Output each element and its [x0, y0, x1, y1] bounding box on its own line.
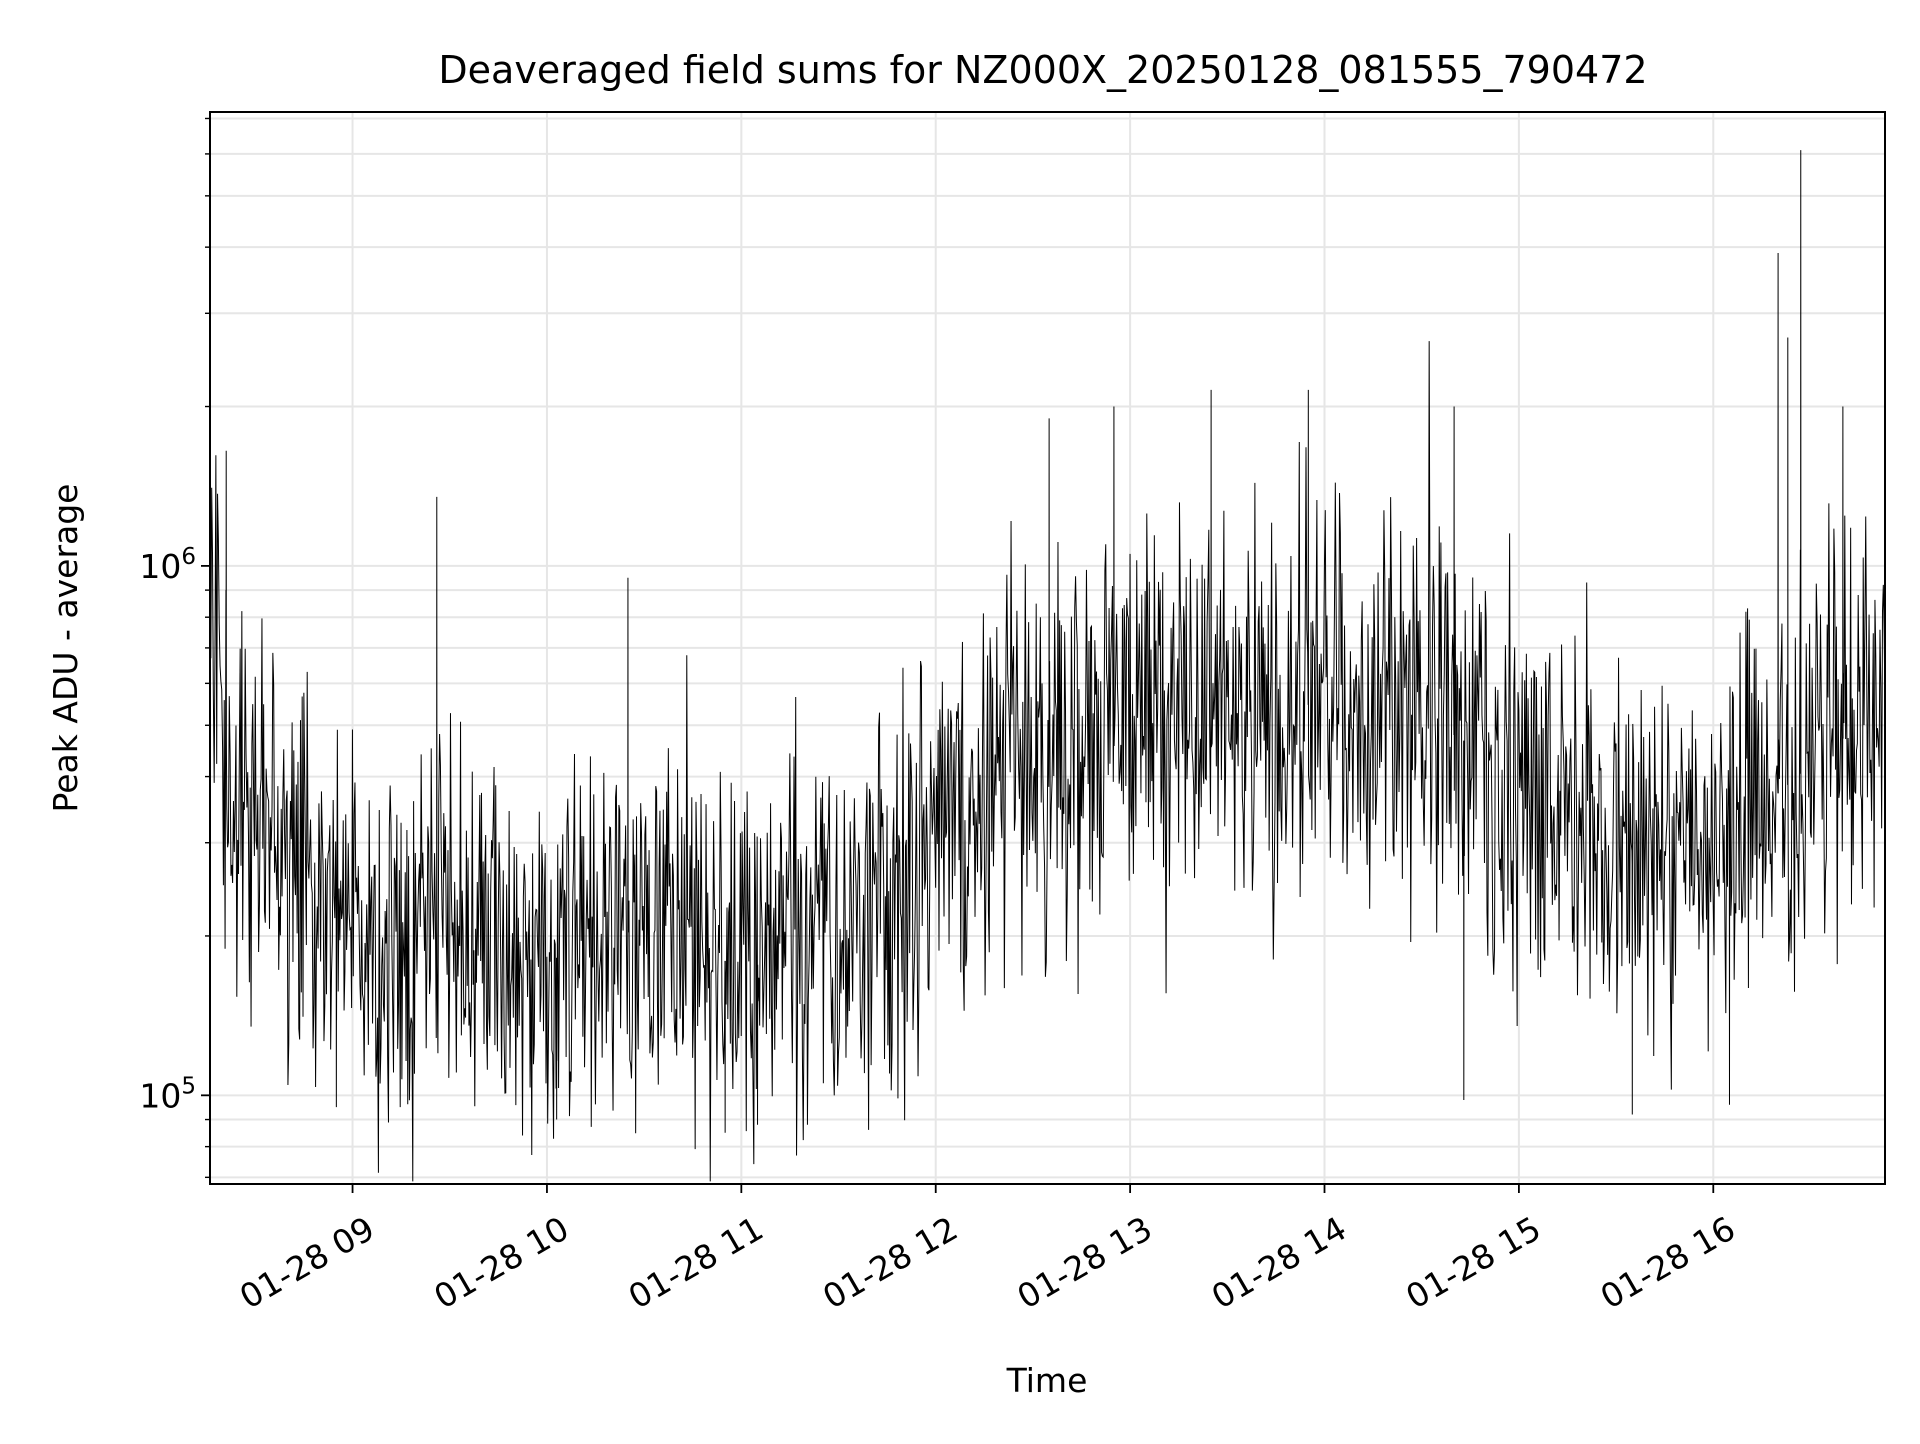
y-tick-label-base: 10: [139, 547, 181, 586]
chart-title: Deaveraged field sums for NZ000X_2025012…: [438, 48, 1647, 92]
series-layer: [209, 150, 1886, 1182]
y-tick-label: 105: [139, 1073, 196, 1115]
series-line: [209, 150, 1886, 1182]
y-tick-label: 106: [139, 544, 196, 586]
y-tick-label-base: 10: [139, 1076, 181, 1115]
grid-layer: [210, 112, 1885, 1184]
x-axis-label: Time: [1006, 1361, 1088, 1400]
y-axis-label: Peak ADU - average: [46, 484, 85, 813]
y-tick-label-exponent: 5: [181, 1073, 196, 1099]
y-tick-label-exponent: 6: [181, 544, 196, 570]
